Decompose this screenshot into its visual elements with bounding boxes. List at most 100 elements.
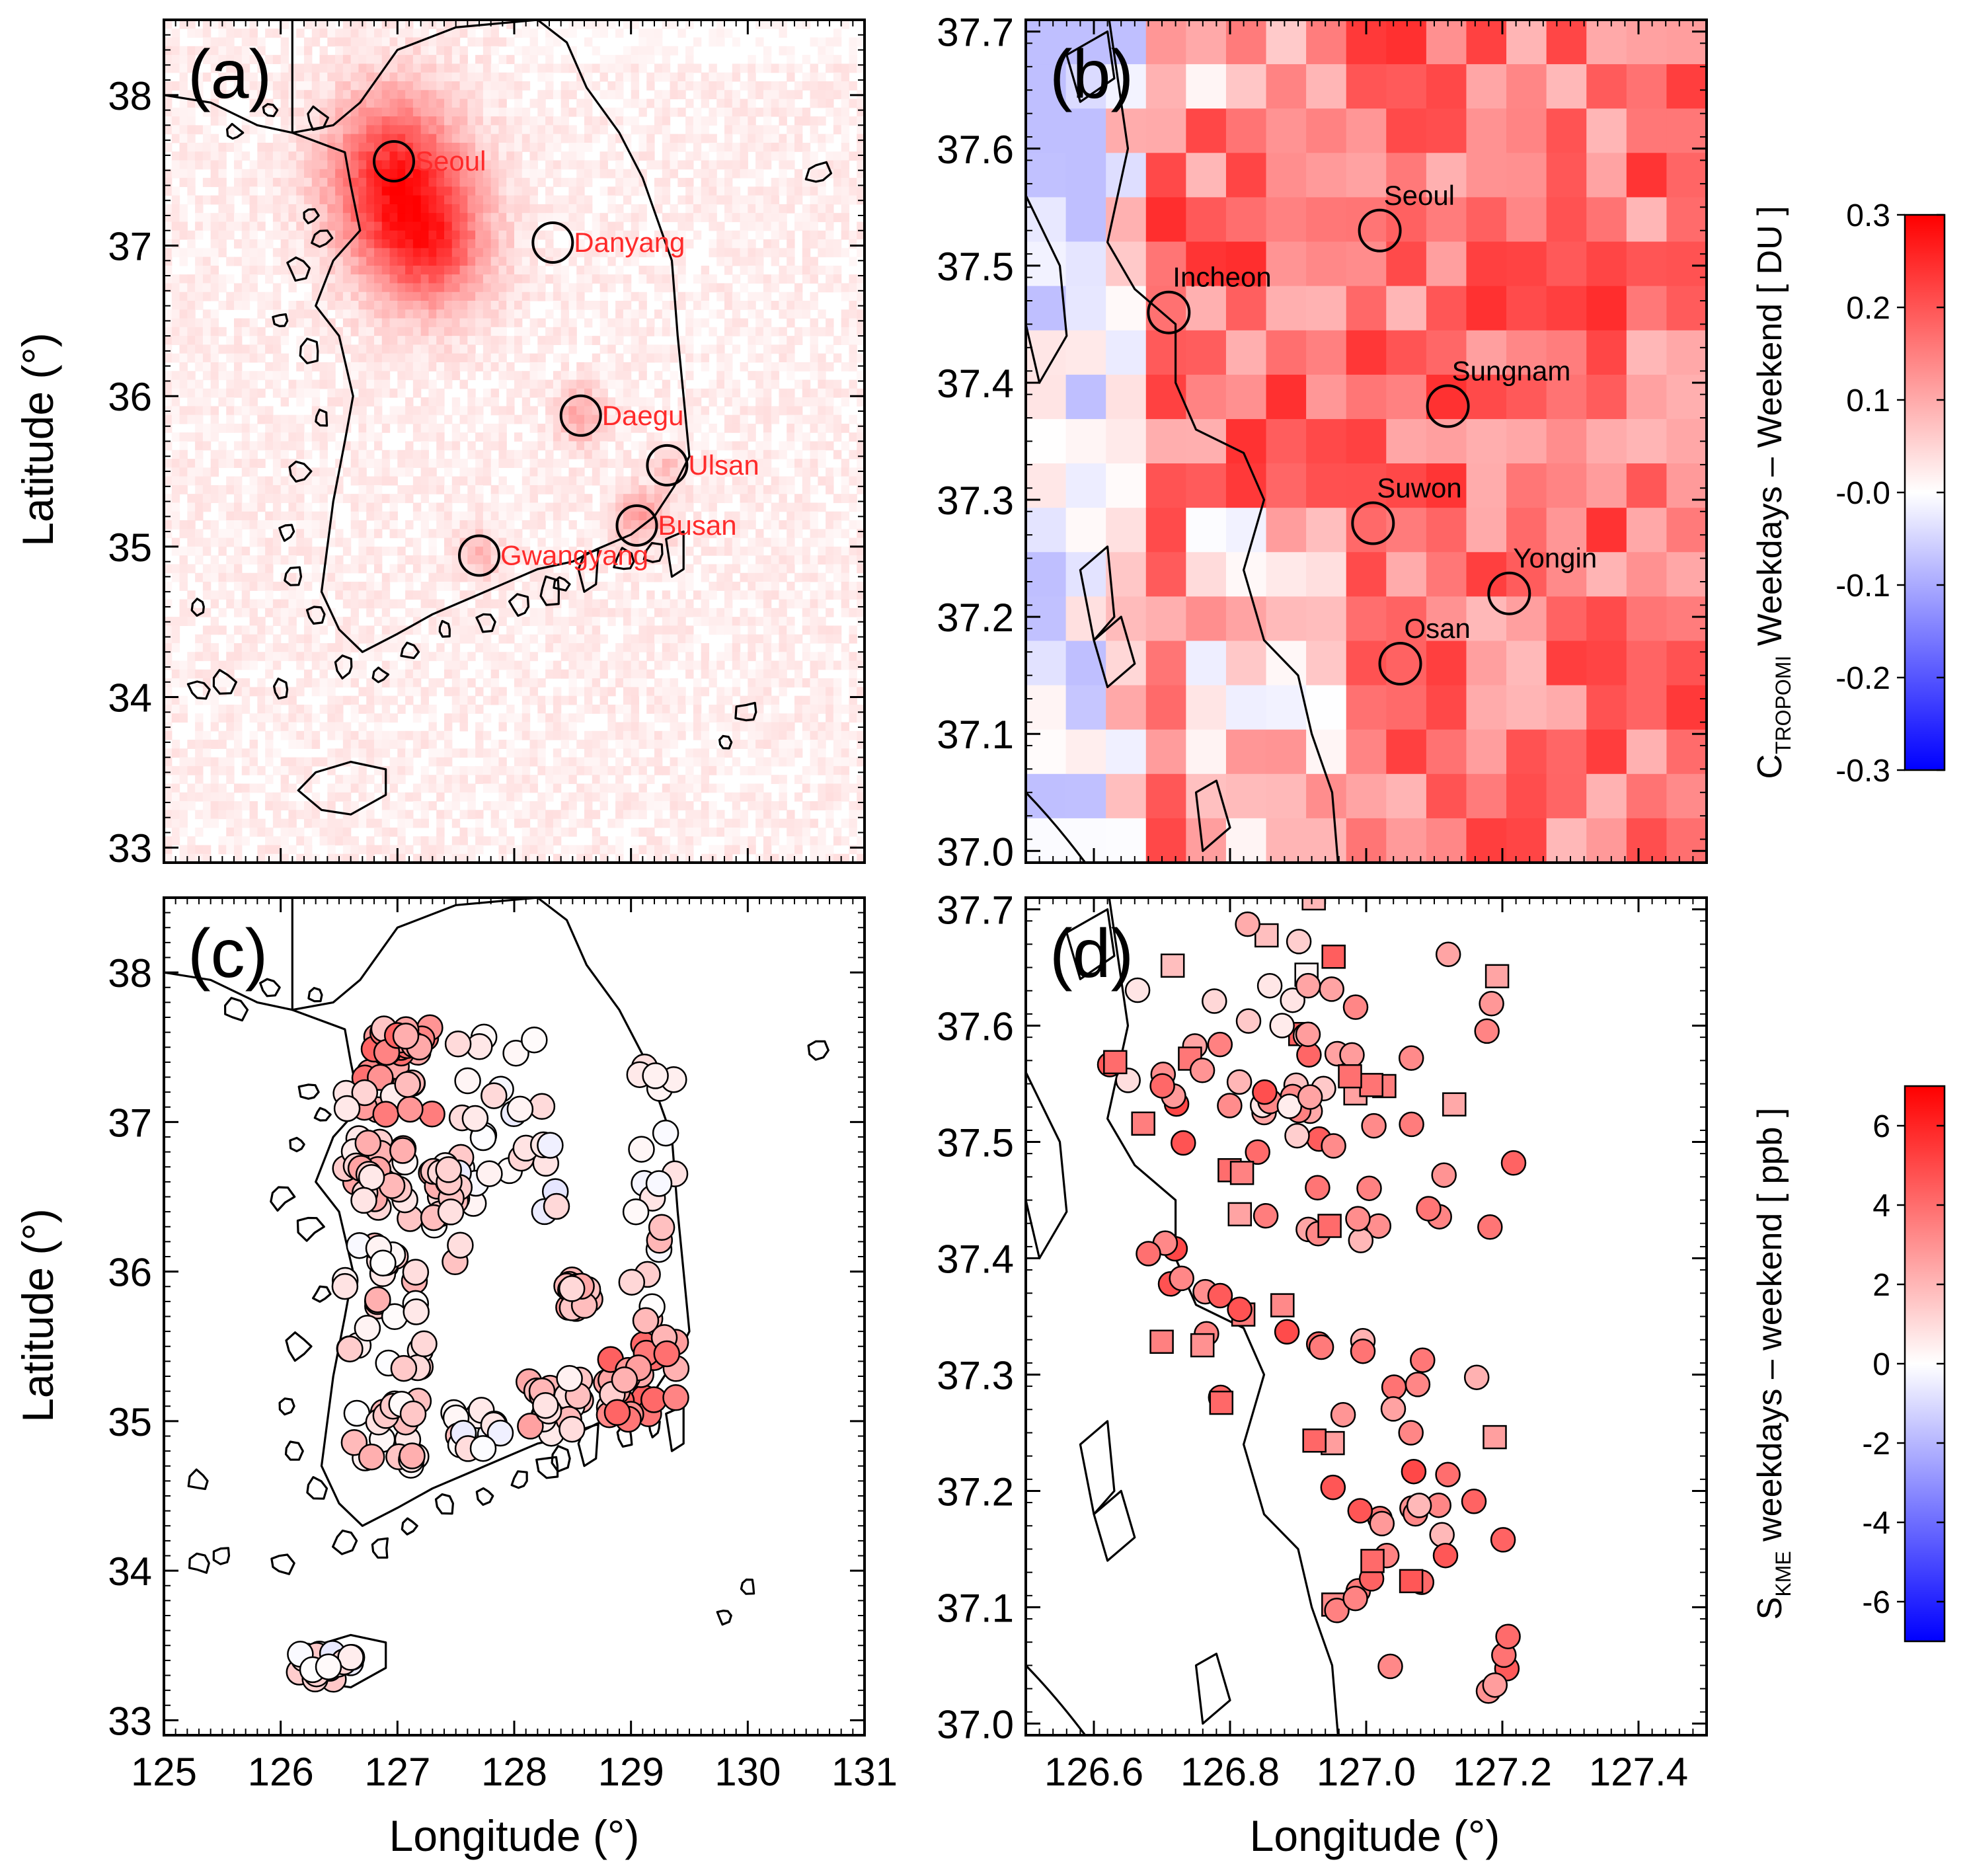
grid-cell bbox=[164, 204, 173, 214]
grid-cell bbox=[607, 722, 616, 732]
grid-cell bbox=[467, 265, 476, 275]
grid-cell bbox=[187, 467, 196, 477]
grid-cell bbox=[171, 704, 180, 714]
grid-cell bbox=[662, 353, 671, 363]
grid-cell bbox=[623, 660, 632, 670]
grid-cell bbox=[335, 125, 344, 135]
grid-cell bbox=[366, 160, 375, 170]
grid-cell bbox=[576, 704, 585, 714]
grid-cell bbox=[623, 283, 632, 293]
grid-cell bbox=[638, 151, 647, 161]
grid-cell bbox=[272, 283, 282, 293]
grid-cell bbox=[179, 520, 188, 529]
grid-cell bbox=[257, 46, 266, 56]
grid-cell bbox=[428, 599, 437, 609]
grid-cell bbox=[459, 301, 468, 310]
grid-cell bbox=[599, 20, 608, 29]
grid-cell bbox=[234, 853, 243, 863]
grid-cell bbox=[311, 441, 321, 451]
grid-cell bbox=[584, 107, 593, 117]
grid-cell bbox=[218, 485, 227, 494]
grid-cell bbox=[638, 845, 647, 855]
grid-cell bbox=[234, 607, 243, 617]
grid-cell bbox=[631, 494, 640, 504]
grid-cell bbox=[475, 511, 484, 521]
grid-cell bbox=[342, 46, 352, 56]
grid-cell bbox=[451, 607, 461, 617]
grid-cell bbox=[638, 730, 647, 740]
grid-cell bbox=[241, 757, 251, 767]
grid-cell bbox=[623, 274, 632, 284]
grid-cell bbox=[475, 318, 484, 328]
grid-cell bbox=[288, 151, 297, 161]
grid-cell bbox=[638, 406, 647, 416]
grid-cell bbox=[482, 459, 492, 468]
grid-cell bbox=[358, 406, 367, 416]
grid-cell bbox=[327, 845, 336, 855]
grid-cell bbox=[249, 213, 258, 223]
grid-cell bbox=[584, 537, 593, 547]
grid-cell bbox=[171, 792, 180, 802]
grid-cell bbox=[631, 643, 640, 652]
grid-cell bbox=[265, 301, 274, 310]
grid-cell bbox=[381, 511, 391, 521]
grid-cell bbox=[631, 318, 640, 328]
grid-cell bbox=[311, 37, 321, 47]
grid-cell bbox=[389, 283, 398, 293]
grid-cell bbox=[257, 151, 266, 161]
grid-cell bbox=[670, 432, 678, 442]
grid-cell bbox=[311, 327, 321, 336]
grid-cell bbox=[436, 617, 445, 627]
grid-cell bbox=[397, 792, 406, 802]
grid-cell bbox=[420, 195, 430, 205]
grid-cell bbox=[631, 590, 640, 600]
grid-cell bbox=[545, 169, 554, 178]
grid-cell bbox=[272, 265, 282, 275]
grid-cell bbox=[265, 695, 274, 705]
grid-cell bbox=[195, 327, 204, 336]
grid-cell bbox=[366, 555, 375, 565]
grid-cell bbox=[405, 687, 414, 697]
grid-cell bbox=[428, 836, 437, 846]
grid-cell bbox=[623, 669, 632, 679]
grid-cell bbox=[662, 678, 671, 687]
grid-cell bbox=[584, 678, 593, 687]
grid-cell bbox=[498, 537, 507, 547]
grid-cell bbox=[405, 301, 414, 310]
grid-cell bbox=[366, 713, 375, 723]
grid-cell bbox=[249, 81, 258, 91]
grid-cell bbox=[498, 599, 507, 609]
grid-cell bbox=[164, 309, 173, 319]
grid-cell bbox=[366, 836, 375, 846]
grid-cell bbox=[171, 485, 180, 494]
grid-cell bbox=[482, 617, 492, 627]
grid-cell bbox=[389, 274, 398, 284]
grid-cell bbox=[638, 801, 647, 810]
grid-cell bbox=[638, 511, 647, 521]
grid-cell bbox=[358, 116, 367, 126]
grid-cell bbox=[467, 309, 476, 319]
grid-cell bbox=[677, 625, 686, 635]
grid-cell bbox=[171, 55, 180, 65]
grid-cell bbox=[311, 572, 321, 582]
grid-cell bbox=[451, 564, 461, 574]
grid-cell bbox=[444, 186, 453, 196]
grid-cell bbox=[304, 783, 313, 793]
grid-cell bbox=[179, 414, 188, 424]
grid-cell bbox=[335, 134, 344, 143]
grid-cell bbox=[397, 765, 406, 775]
grid-cell bbox=[311, 28, 321, 38]
grid-cell bbox=[218, 564, 227, 574]
grid-cell bbox=[599, 467, 608, 477]
grid-cell bbox=[381, 283, 391, 293]
grid-cell bbox=[210, 722, 219, 732]
grid-cell bbox=[537, 625, 546, 635]
grid-cell bbox=[529, 678, 538, 687]
grid-cell bbox=[599, 502, 608, 512]
grid-cell bbox=[249, 818, 258, 828]
grid-cell bbox=[179, 765, 188, 775]
grid-cell bbox=[420, 230, 430, 240]
grid-cell bbox=[662, 467, 671, 477]
grid-cell bbox=[350, 660, 360, 670]
grid-cell bbox=[467, 441, 476, 451]
